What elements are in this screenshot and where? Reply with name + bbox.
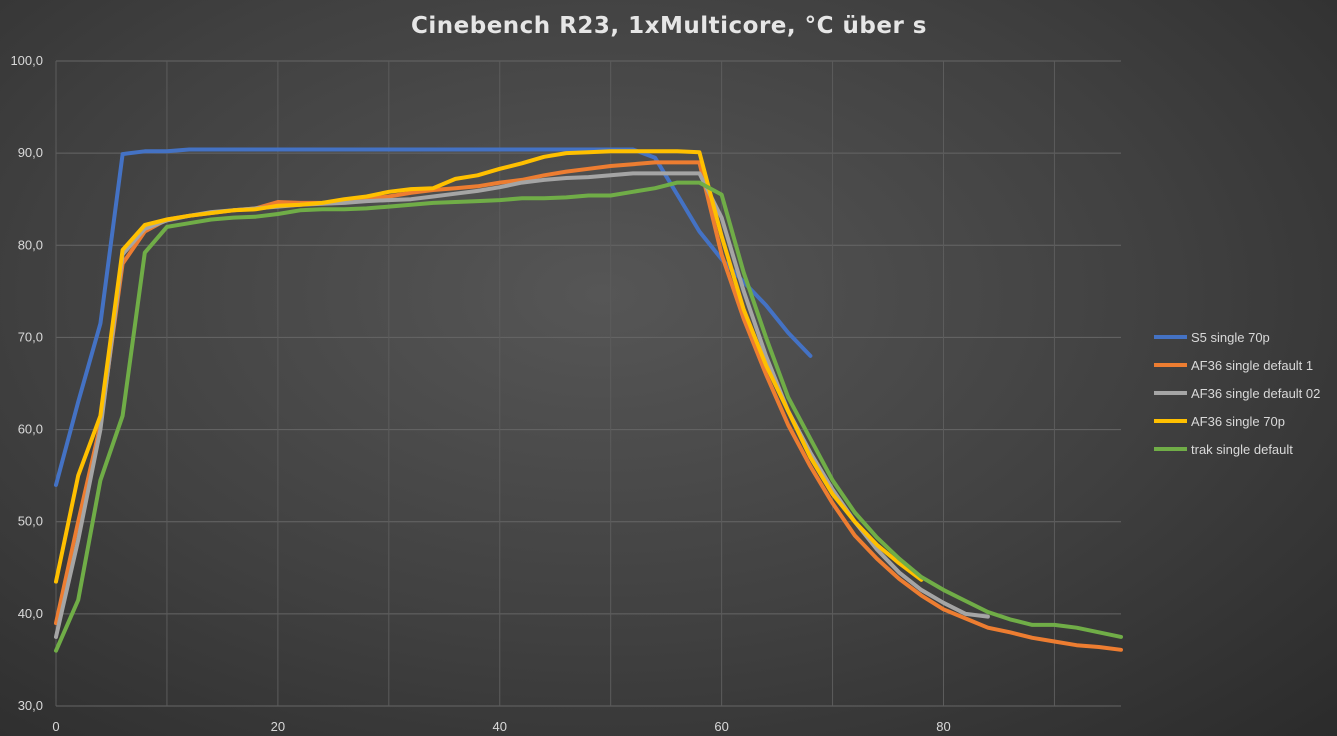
series-line-4 <box>54 149 924 584</box>
x-tick-label: 80 <box>936 719 950 734</box>
y-tick-label: 90,0 <box>18 145 43 160</box>
y-tick-label: 40,0 <box>18 606 43 621</box>
legend-entry: AF36 single default 02 <box>1191 386 1320 401</box>
y-tick-label: 30,0 <box>18 698 43 713</box>
series-line-3 <box>54 171 990 639</box>
y-tick-label: 100,0 <box>10 53 43 68</box>
x-axis-ticks: 0 20 40 60 80 <box>52 719 950 734</box>
x-tick-label: 40 <box>493 719 507 734</box>
x-tick-label: 20 <box>271 719 285 734</box>
x-tick-label: 60 <box>714 719 728 734</box>
legend-entry: AF36 single default 1 <box>1191 358 1313 373</box>
legend: S5 single 70p AF36 single default 1 AF36 s… <box>1154 330 1320 457</box>
x-tick-label: 0 <box>52 719 59 734</box>
legend-entry: S5 single 70p <box>1191 330 1270 345</box>
series-lines <box>54 147 1123 653</box>
series-line-2 <box>54 160 1123 652</box>
y-tick-label: 60,0 <box>18 422 43 437</box>
legend-entry: AF36 single 70p <box>1191 414 1285 429</box>
series-line-5 <box>54 180 1123 653</box>
series-line-1 <box>54 147 813 487</box>
legend-entry: trak single default <box>1191 442 1293 457</box>
y-tick-label: 50,0 <box>18 514 43 529</box>
y-tick-label: 70,0 <box>18 329 43 344</box>
y-axis-ticks: 30,0 40,0 50,0 60,0 70,0 80,0 90,0 100,0 <box>10 53 43 713</box>
y-tick-label: 80,0 <box>18 237 43 252</box>
chart-title: Cinebench R23, 1xMulticore, °C über s <box>411 13 927 39</box>
gridlines <box>55 60 1121 707</box>
